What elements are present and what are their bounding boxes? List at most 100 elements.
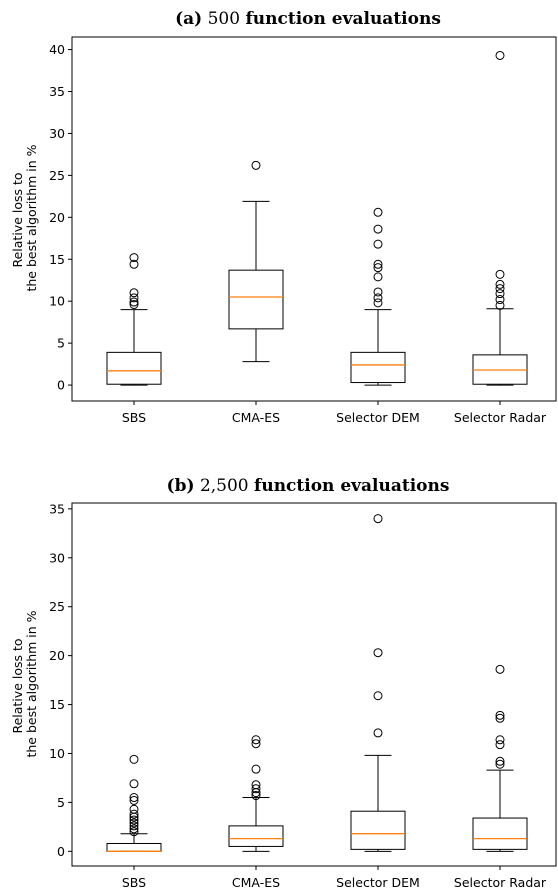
y-tick-label: 10 bbox=[49, 746, 65, 761]
panel-a: (a) 500 function evaluations Relative lo… bbox=[10, 9, 557, 425]
outlier-point bbox=[251, 739, 261, 749]
outlier-point bbox=[373, 648, 383, 658]
panel-a-title: (a) 500 function evaluations bbox=[175, 9, 441, 29]
outlier-point bbox=[373, 728, 383, 738]
panel-b-ylabel: Relative loss to the best algorithm in % bbox=[10, 610, 39, 757]
x-tick-label: Selector Radar bbox=[454, 875, 547, 890]
panel-a-plot-frame bbox=[71, 36, 557, 402]
panel-b-title-number: 2,500 bbox=[200, 476, 249, 496]
box-selector-dem bbox=[350, 514, 406, 852]
y-tick-label: 35 bbox=[49, 501, 65, 516]
y-tick-label: 30 bbox=[49, 550, 65, 565]
outlier-point bbox=[495, 269, 505, 279]
outlier-point bbox=[129, 824, 139, 834]
outlier-point bbox=[251, 764, 261, 774]
y-tick-label: 30 bbox=[49, 126, 65, 141]
iqr-box bbox=[350, 351, 406, 384]
iqr-box bbox=[228, 269, 284, 330]
box-selector-radar bbox=[472, 50, 528, 386]
panel-b-title-suffix: function evaluations bbox=[254, 476, 449, 496]
y-tick-label: 10 bbox=[49, 294, 65, 309]
outlier-point bbox=[129, 259, 139, 269]
y-tick-label: 20 bbox=[49, 210, 65, 225]
outlier-point bbox=[373, 263, 383, 273]
y-tick-label: 0 bbox=[57, 844, 65, 859]
outlier-point bbox=[129, 815, 139, 825]
outlier-point bbox=[129, 804, 139, 814]
iqr-box bbox=[472, 817, 528, 850]
x-tick-label: Selector DEM bbox=[336, 875, 420, 890]
outlier-point bbox=[495, 759, 505, 769]
y-tick-label: 35 bbox=[49, 84, 65, 99]
outlier-point bbox=[373, 287, 383, 297]
x-tick-label: CMA-ES bbox=[232, 875, 280, 890]
outlier-point bbox=[495, 289, 505, 299]
outlier-point bbox=[373, 272, 383, 282]
iqr-box bbox=[106, 842, 162, 852]
outlier-point bbox=[373, 293, 383, 303]
outlier-point bbox=[251, 780, 261, 790]
outlier-point bbox=[495, 710, 505, 720]
y-tick-label: 40 bbox=[49, 42, 65, 57]
y-tick-label: 5 bbox=[57, 336, 65, 351]
outlier-point bbox=[129, 821, 139, 831]
outlier-point bbox=[129, 253, 139, 263]
outlier-point bbox=[495, 279, 505, 289]
outlier-point bbox=[129, 809, 139, 819]
x-tick-label: SBS bbox=[122, 410, 146, 425]
outlier-point bbox=[495, 300, 505, 310]
outlier-point bbox=[129, 793, 139, 803]
outlier-point bbox=[373, 514, 383, 524]
outlier-point bbox=[373, 298, 383, 308]
panel-b-title: (b) 2,500 function evaluations bbox=[167, 476, 450, 496]
outlier-point bbox=[495, 713, 505, 723]
outlier-point bbox=[129, 288, 139, 298]
x-tick-label: CMA-ES bbox=[232, 410, 280, 425]
outlier-point bbox=[495, 284, 505, 294]
y-tick-label: 25 bbox=[49, 168, 65, 183]
x-tick-label: SBS bbox=[122, 875, 146, 890]
outlier-point bbox=[495, 740, 505, 750]
y-tick-label: 20 bbox=[49, 648, 65, 663]
outlier-point bbox=[373, 691, 383, 701]
outlier-point bbox=[129, 779, 139, 789]
box-cma-es bbox=[228, 160, 284, 363]
iqr-box bbox=[228, 825, 284, 847]
panel-b-ylabel-line2: the best algorithm in % bbox=[24, 610, 39, 757]
outlier-point bbox=[373, 259, 383, 269]
outlier-point bbox=[373, 207, 383, 217]
outlier-point bbox=[495, 50, 505, 60]
panel-a-ylabel-line2: the best algorithm in % bbox=[24, 144, 39, 291]
panel-b-ylabel-line1: Relative loss to bbox=[10, 638, 25, 733]
y-tick-label: 0 bbox=[57, 378, 65, 393]
outlier-point bbox=[373, 239, 383, 249]
y-tick-label: 15 bbox=[49, 252, 65, 267]
outlier-point bbox=[251, 791, 261, 801]
outlier-point bbox=[373, 224, 383, 234]
panel-a-title-number: 500 bbox=[208, 9, 240, 29]
panel-a-title-prefix: (a) bbox=[175, 9, 202, 29]
panel-b-title-prefix: (b) bbox=[167, 476, 195, 496]
outlier-point bbox=[495, 295, 505, 305]
box-sbs bbox=[106, 754, 162, 852]
outlier-point bbox=[129, 827, 139, 837]
box-sbs bbox=[106, 253, 162, 386]
outlier-point bbox=[251, 784, 261, 794]
outlier-point bbox=[129, 754, 139, 764]
outlier-point bbox=[129, 300, 139, 310]
y-tick-label: 15 bbox=[49, 697, 65, 712]
outlier-point bbox=[495, 756, 505, 766]
outlier-point bbox=[129, 293, 139, 303]
panel-a-ylabel-line1: Relative loss to bbox=[10, 172, 25, 267]
outlier-point bbox=[129, 818, 139, 828]
panel-b-plot-frame bbox=[71, 502, 557, 867]
panel-a-ylabel: Relative loss to the best algorithm in % bbox=[10, 144, 39, 291]
outlier-point bbox=[495, 735, 505, 745]
x-tick-label: Selector DEM bbox=[336, 410, 420, 425]
panel-b: (b) 2,500 function evaluations Relative … bbox=[10, 476, 557, 890]
box-cma-es bbox=[228, 735, 284, 852]
outlier-point bbox=[495, 664, 505, 674]
box-selector-dem bbox=[350, 207, 406, 386]
iqr-box bbox=[106, 351, 162, 385]
